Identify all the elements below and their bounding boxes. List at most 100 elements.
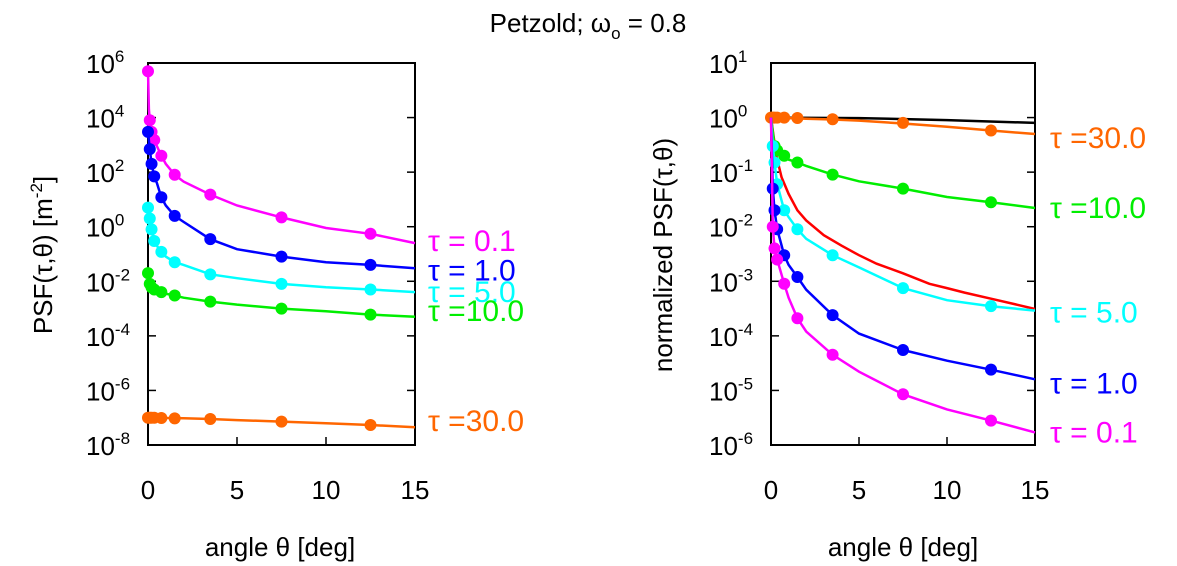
- right-series-marker: [791, 156, 804, 169]
- left-series-line: [146, 131, 416, 270]
- tick-base: 10: [86, 104, 115, 134]
- right-series-marker: [985, 414, 997, 427]
- tick-exponent: -4: [115, 320, 130, 339]
- right-x-tick-label: 10: [933, 475, 962, 505]
- left-series-marker: [143, 212, 156, 225]
- tick-exponent: -2: [738, 211, 753, 230]
- right-x-axis-label: angle θ [deg]: [828, 532, 978, 562]
- left-x-tick-label: 0: [141, 475, 155, 505]
- right-series-marker: [778, 277, 791, 290]
- right-series-marker: [791, 223, 804, 236]
- tick-base: 10: [709, 104, 738, 134]
- left-y-tick-label: 10-4: [86, 320, 130, 352]
- left-series-marker: [168, 168, 181, 181]
- right-x-tick-label: 15: [1021, 475, 1050, 505]
- figure-title: Petzold; ωo = 0.8: [490, 8, 687, 43]
- left-series-marker: [204, 412, 217, 425]
- left-series-marker: [142, 267, 154, 280]
- right-series-marker: [768, 156, 781, 169]
- right-y-tick-label: 100: [709, 102, 747, 134]
- left-x-axis-label: angle θ [deg]: [205, 532, 355, 562]
- left-series-marker: [275, 211, 288, 224]
- tick-base: 10: [86, 267, 115, 297]
- tick-base: 10: [86, 213, 115, 243]
- tick-base: 10: [709, 158, 738, 188]
- left-series-group: [142, 65, 416, 432]
- tick-base: 10: [86, 158, 115, 188]
- tick-exponent: 0: [738, 102, 747, 121]
- left-series-marker: [155, 411, 168, 424]
- tick-base: 10: [709, 213, 738, 243]
- left-series-marker: [142, 65, 154, 78]
- right-series-labels: τ =30.0 τ =10.0 τ = 5.0 τ = 1.0 τ = 0.1: [1050, 122, 1146, 449]
- tick-exponent: -3: [738, 265, 753, 284]
- left-series-marker: [275, 277, 288, 290]
- left-series-label: τ = 1.0: [428, 254, 516, 287]
- left-series-labels: τ = 0.1τ = 1.0τ = 5.0τ =10.0 τ =30.0: [428, 225, 524, 438]
- tick-exponent: -8: [115, 429, 130, 448]
- left-x-tick-label: 10: [312, 475, 341, 505]
- left-series-marker: [204, 188, 217, 201]
- left-series-marker: [204, 233, 217, 246]
- tick-exponent: 4: [115, 102, 124, 121]
- left-series-marker: [168, 289, 181, 302]
- right-series-marker: [985, 124, 997, 137]
- right-series-label: τ =10.0: [1050, 192, 1146, 225]
- left-series-marker: [145, 157, 158, 170]
- right-y-tick-label: 10-6: [709, 429, 753, 461]
- right-series-marker: [826, 168, 839, 181]
- tick-exponent: 2: [115, 156, 124, 175]
- right-y-tick-label: 101: [709, 47, 747, 79]
- tick-exponent: -2: [115, 265, 130, 284]
- left-series-marker: [204, 268, 217, 281]
- right-plot-frame: [770, 62, 1036, 446]
- right-series-marker: [771, 253, 784, 266]
- left-y-tick-label: 10-6: [86, 374, 130, 406]
- right-series-marker: [778, 204, 791, 217]
- right-y-tick-label: 10-2: [709, 211, 753, 243]
- right-series-marker: [985, 196, 997, 209]
- right-series-line: [769, 117, 1036, 381]
- left-x-ticks: 0 5 10 15: [141, 437, 430, 505]
- right-series-marker: [791, 312, 804, 325]
- right-series-marker: [778, 111, 791, 124]
- right-x-tick-label: 5: [852, 475, 866, 505]
- left-series-marker: [364, 308, 377, 321]
- right-series-line: [769, 117, 1036, 311]
- right-series-marker: [826, 309, 839, 322]
- right-series-marker: [985, 363, 997, 376]
- right-series-marker: [791, 112, 804, 125]
- tick-base: 10: [709, 431, 738, 461]
- left-y-tick-label: 10-8: [86, 429, 130, 461]
- right-series-marker: [897, 388, 909, 401]
- left-y-axis-label: PSF(τ,θ) [m-2]: [27, 176, 58, 334]
- right-series-label: τ = 5.0: [1050, 297, 1138, 330]
- left-series-marker: [155, 245, 168, 258]
- right-series-marker: [826, 348, 839, 361]
- right-series-label: τ =30.0: [1050, 122, 1146, 155]
- left-x-tick-label: 15: [401, 475, 430, 505]
- left-series-marker: [364, 419, 377, 432]
- left-series-label: τ =30.0: [428, 405, 524, 438]
- right-y-tick-label: 10-3: [709, 265, 753, 297]
- left-y-tick-label: 104: [86, 102, 124, 134]
- tick-exponent: -1: [738, 156, 753, 175]
- left-series-marker: [364, 258, 377, 271]
- left-series-marker: [364, 227, 377, 240]
- left-series-marker: [364, 283, 377, 296]
- right-series-line: [769, 117, 1036, 312]
- left-series-label: τ =10.0: [428, 295, 524, 328]
- tick-base: 10: [709, 267, 738, 297]
- left-series-marker: [155, 149, 168, 162]
- tick-exponent: -6: [115, 374, 130, 393]
- left-y-tick-label: 106: [86, 47, 124, 79]
- left-x-tick-label: 5: [230, 475, 244, 505]
- left-series-marker: [143, 114, 156, 127]
- right-series-marker: [778, 149, 791, 162]
- right-series-marker: [826, 113, 839, 126]
